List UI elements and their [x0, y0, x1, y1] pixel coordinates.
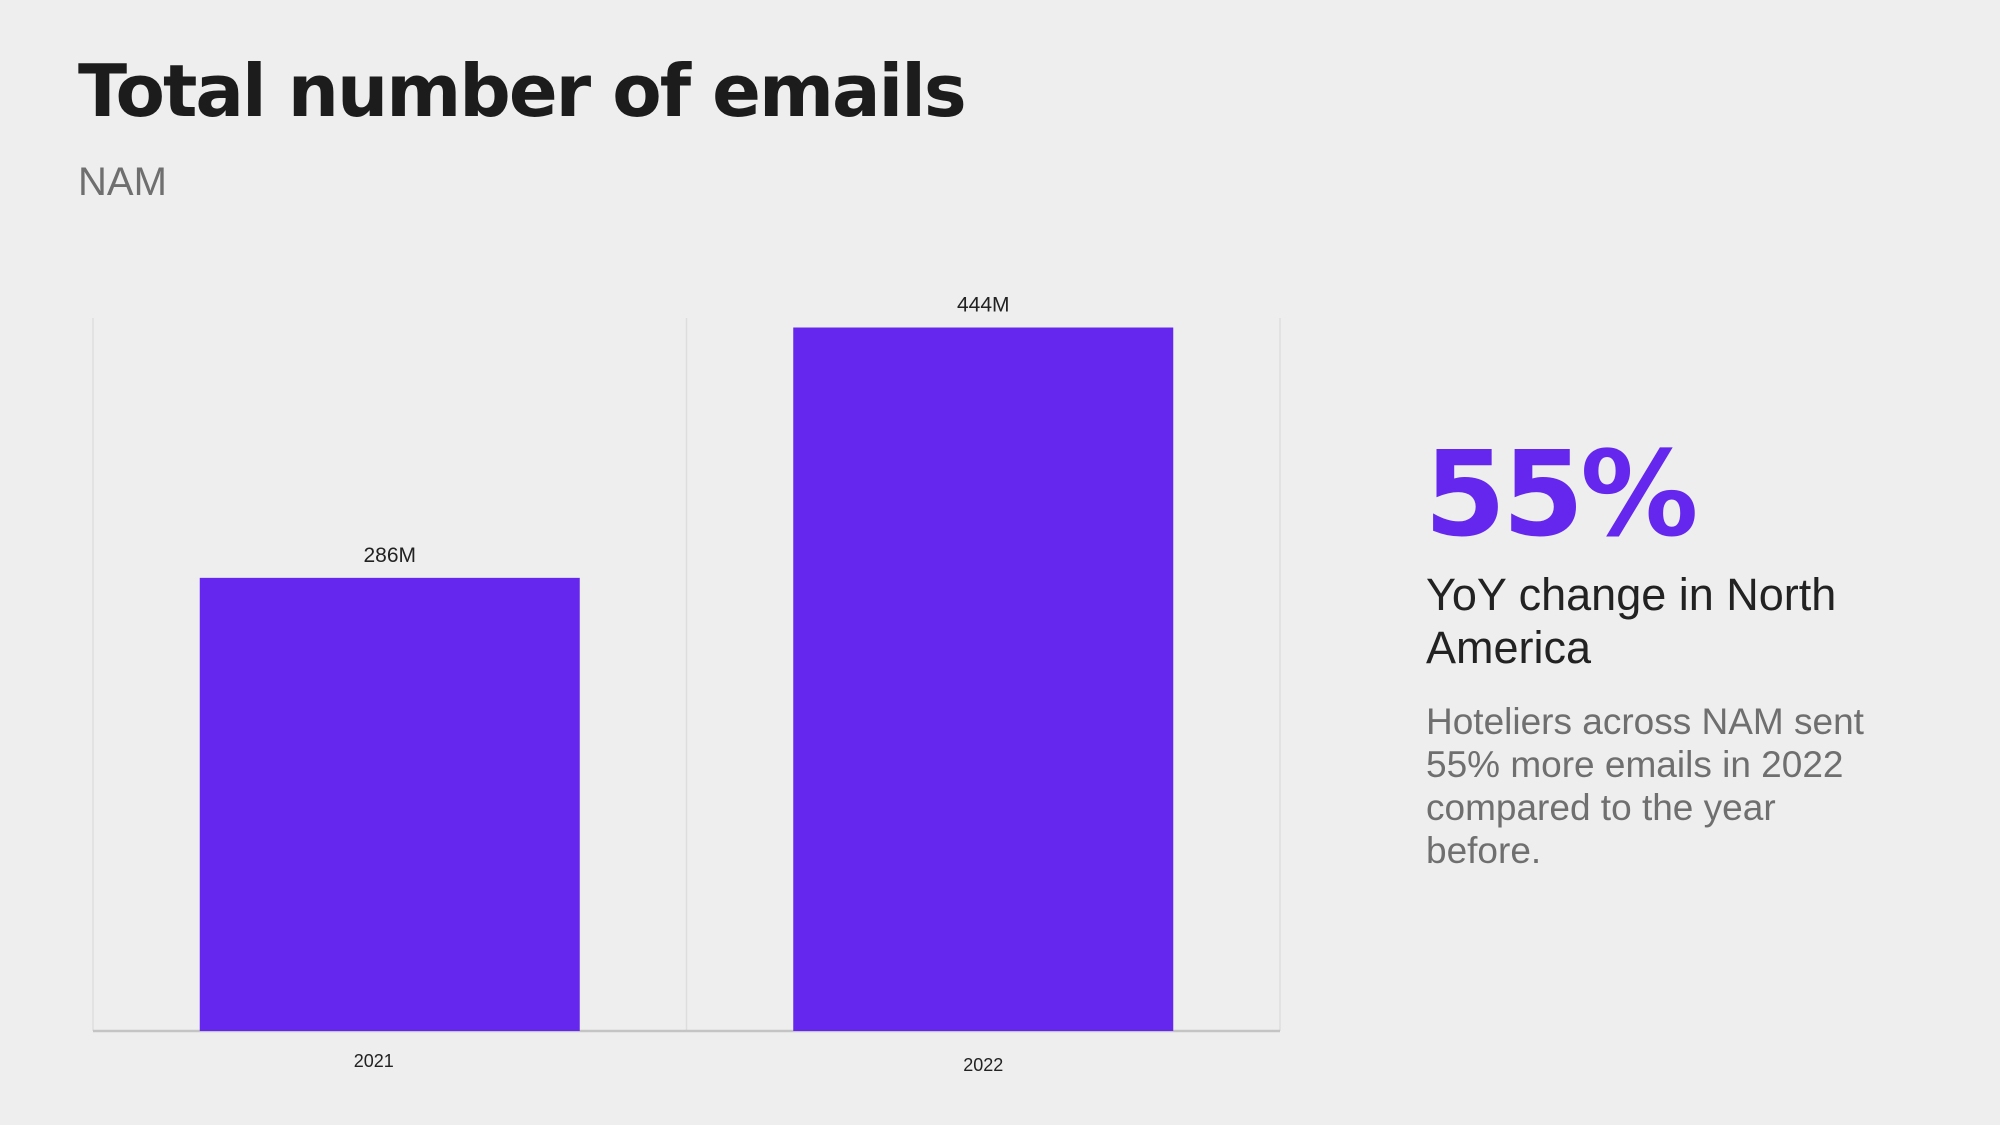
kpi-label: YoY change in North America	[1426, 569, 1837, 673]
x-tick-label-2021: 2021	[354, 1051, 394, 1071]
chart-subtitle: NAM	[78, 160, 167, 204]
x-tick-label-2022: 2022	[963, 1055, 1003, 1075]
data-label-2021: 286M	[363, 544, 416, 567]
kpi-value: 55%	[1424, 425, 1698, 563]
kpi-description: Hoteliers across NAM sent 55% more email…	[1426, 701, 1864, 871]
chart-title: Total number of emails	[78, 49, 967, 133]
bar-2021	[199, 577, 580, 1031]
data-label-2022: 444M	[957, 294, 1010, 317]
bar-2022	[793, 327, 1174, 1031]
